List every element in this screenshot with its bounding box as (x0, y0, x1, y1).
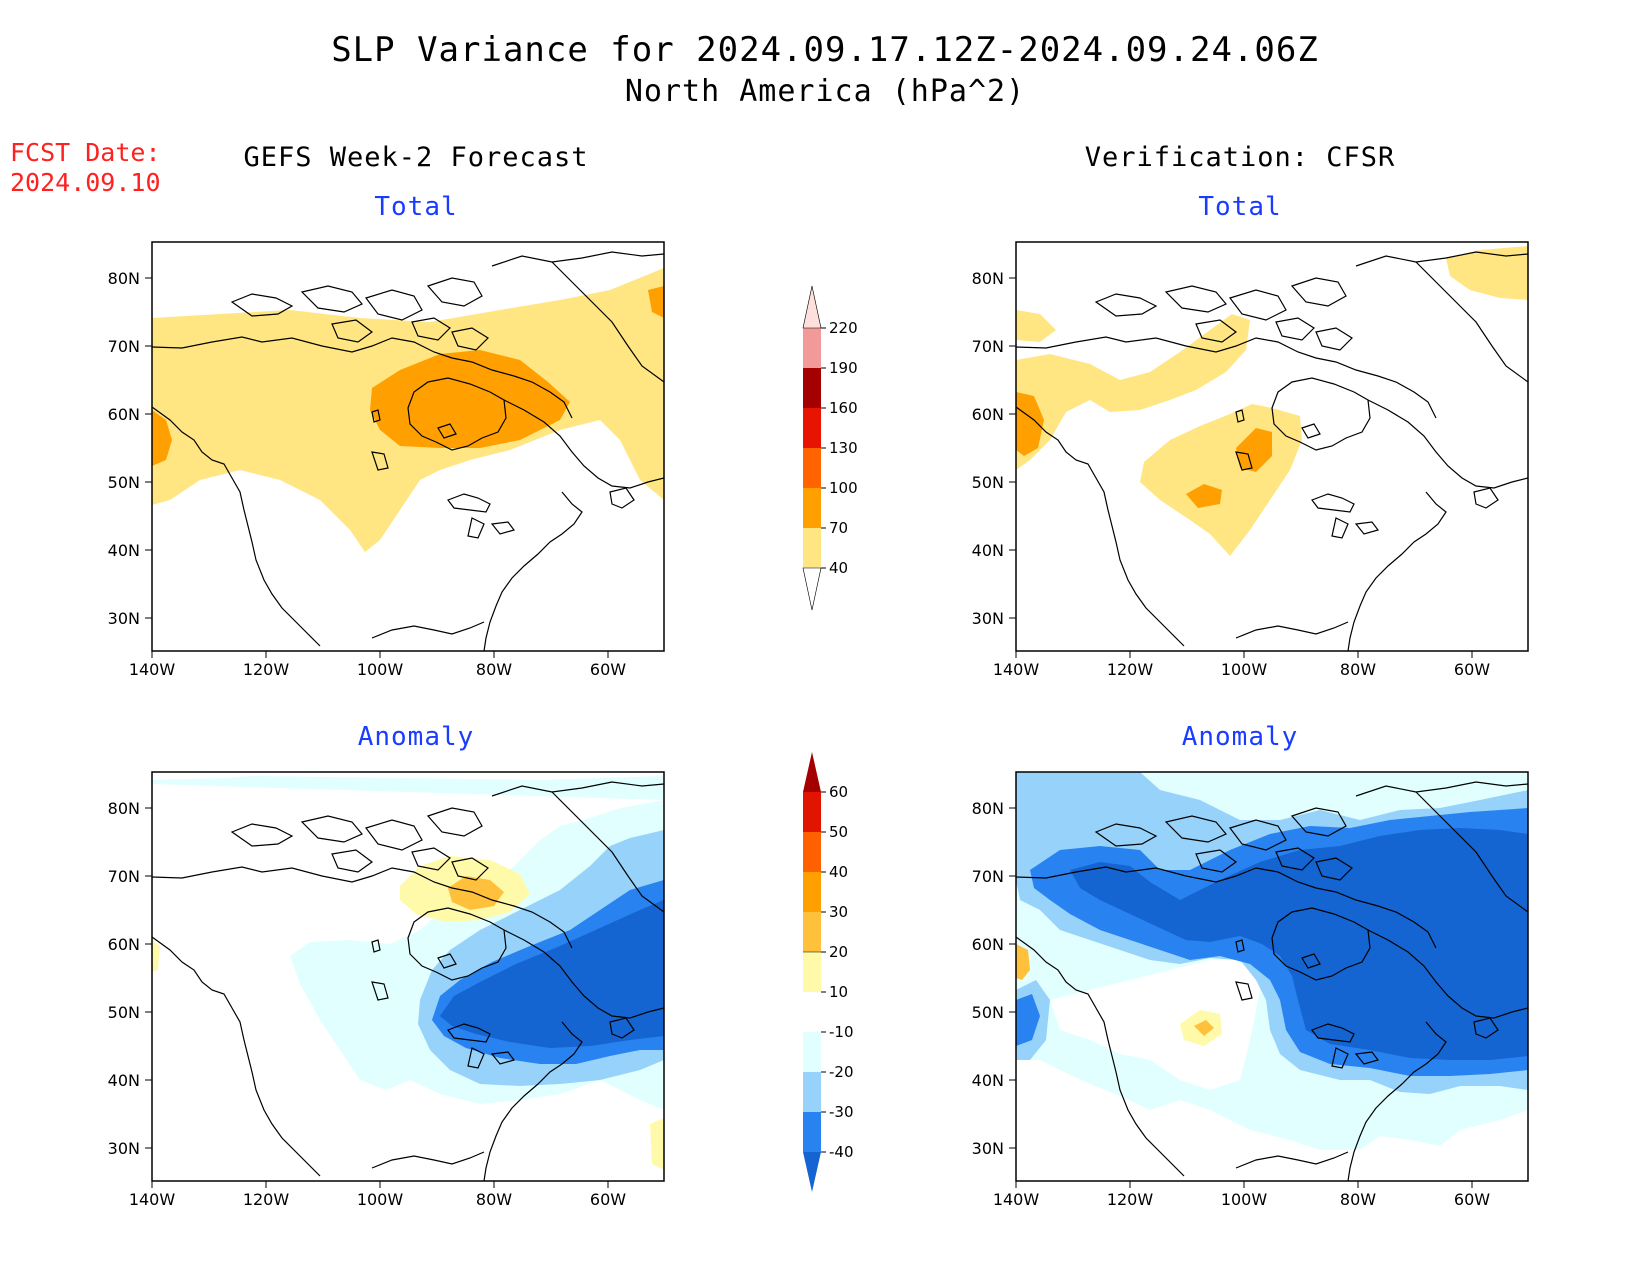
panel-cfsr-anomaly (1015, 771, 1529, 1182)
panel-gefs-total (151, 241, 665, 652)
panel-gefs-anomaly (151, 771, 665, 1182)
lon-tick-label: 120W (243, 660, 290, 679)
lon-tick-label: 140W (993, 1190, 1040, 1209)
colorbar-segment (803, 832, 821, 872)
lat-tick-label: 40N (108, 541, 140, 560)
main-title: SLP Variance for 2024.09.17.12Z-2024.09.… (331, 30, 1319, 70)
lat-tick-label: 70N (972, 867, 1004, 886)
colorbar-segment (803, 488, 821, 528)
lon-tick-label: 100W (357, 660, 404, 679)
lat-tick-label: 30N (972, 1139, 1004, 1158)
lon-tick-label: 80W (1340, 660, 1376, 679)
lon-tick-label: 100W (357, 1190, 404, 1209)
right-anomaly-label: Anomaly (1181, 722, 1299, 752)
colorbar-label: 60 (829, 783, 848, 801)
main-subtitle: North America (hPa^2) (624, 74, 1026, 109)
lat-tick-label: 80N (108, 269, 140, 288)
fcst-label: FCST Date: (10, 138, 161, 167)
lon-tick-label: 140W (993, 660, 1040, 679)
lat-tick-label: 50N (972, 473, 1004, 492)
colorbar-label: 160 (829, 399, 858, 417)
colorbar-segment (803, 408, 821, 448)
lat-tick-label: 50N (108, 1003, 140, 1022)
colorbar-label: 30 (829, 903, 848, 921)
right-column-title: Verification: CFSR (1084, 142, 1396, 173)
lat-tick-label: 80N (972, 799, 1004, 818)
colorbar-label: 40 (829, 863, 848, 881)
lat-tick-label: 40N (972, 1071, 1004, 1090)
colorbar-label: -30 (829, 1103, 854, 1121)
colorbar-total: 40 70 100 130 160 190 220 (802, 285, 858, 611)
lat-tick-label: 50N (972, 1003, 1004, 1022)
colorbar-segment (803, 792, 821, 832)
lon-tick-label: 140W (129, 660, 176, 679)
lon-tick-label: 120W (1107, 660, 1154, 679)
left-column-title: GEFS Week-2 Forecast (243, 142, 589, 173)
axes-layer: 80N 70N 60N 50N 40N 30N 140W 120W 100W 80W 60W 80N 7… (108, 269, 1491, 1209)
lon-tick-label: 120W (243, 1190, 290, 1209)
lon-tick-label: 120W (1107, 1190, 1154, 1209)
colorbar-segment (803, 992, 821, 1032)
lat-tick-label: 30N (108, 1139, 140, 1158)
colorbar-label: -40 (829, 1143, 854, 1161)
lat-tick-label: 60N (108, 935, 140, 954)
lon-tick-label: 60W (1454, 1190, 1490, 1209)
lat-tick-label: 60N (108, 405, 140, 424)
colorbar-segment (803, 528, 821, 568)
colorbar-label: 50 (829, 823, 848, 841)
lon-tick-label: 60W (1454, 660, 1490, 679)
lon-tick-label: 100W (1221, 660, 1268, 679)
colorbar-label: 220 (829, 319, 858, 337)
colorbar-segment (803, 952, 821, 992)
colorbar-label: 190 (829, 359, 858, 377)
colorbar-label: -10 (829, 1023, 854, 1041)
left-anomaly-label: Anomaly (357, 722, 475, 752)
right-total-label: Total (1198, 192, 1282, 222)
colorbar-segment (803, 448, 821, 488)
lon-tick-label: 60W (590, 1190, 626, 1209)
colorbar-segment (803, 368, 821, 408)
lat-tick-label: 60N (972, 405, 1004, 424)
lat-tick-label: 40N (972, 541, 1004, 560)
colorbar-label: 130 (829, 439, 858, 457)
lon-tick-label: 60W (590, 660, 626, 679)
colorbar-segment (803, 1072, 821, 1112)
colorbar-label: 20 (829, 943, 848, 961)
colorbar-segment (803, 872, 821, 912)
lat-tick-label: 40N (108, 1071, 140, 1090)
lat-tick-label: 30N (972, 609, 1004, 628)
lat-tick-label: 70N (108, 867, 140, 886)
lon-tick-label: 80W (476, 660, 512, 679)
lat-tick-label: 60N (972, 935, 1004, 954)
colorbar-segment (803, 912, 821, 952)
colorbar-segment (803, 1112, 821, 1152)
fcst-date: 2024.09.10 (10, 168, 161, 197)
panel-cfsr-total (1015, 241, 1529, 652)
colorbar-label: -20 (829, 1063, 854, 1081)
lon-tick-label: 100W (1221, 1190, 1268, 1209)
colorbar-segment (803, 1032, 821, 1072)
lat-tick-label: 70N (108, 337, 140, 356)
colorbar-anomaly: -40 -30 -20 -10 10 20 30 40 50 60 (803, 752, 854, 1192)
left-total-label: Total (374, 192, 458, 222)
lon-tick-label: 80W (1340, 1190, 1376, 1209)
lat-tick-label: 80N (108, 799, 140, 818)
lon-tick-label: 140W (129, 1190, 176, 1209)
lat-tick-label: 50N (108, 473, 140, 492)
lon-tick-label: 80W (476, 1190, 512, 1209)
colorbar-label: 100 (829, 479, 858, 497)
lat-tick-label: 80N (972, 269, 1004, 288)
lat-tick-label: 30N (108, 609, 140, 628)
colorbar-label: 40 (829, 559, 848, 577)
colorbar-label: 70 (829, 519, 848, 537)
lat-tick-label: 70N (972, 337, 1004, 356)
colorbar-label: 10 (829, 983, 848, 1001)
colorbar-segment (803, 328, 821, 368)
